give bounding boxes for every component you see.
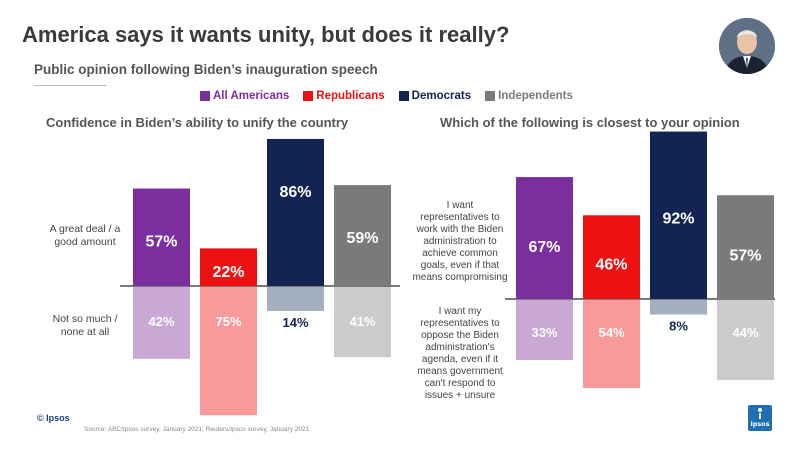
bar-upper-all-americans [516,177,573,299]
value-label-lower-republicans: 75% [215,314,241,329]
legend-item-democrats: Democrats [398,89,472,103]
logo-text: Ipsos [750,420,770,428]
value-label-lower-all-americans: 33% [531,325,557,340]
bar-upper-republicans [200,248,257,286]
logo-bar [759,413,761,419]
value-label-upper-democrats: 86% [279,184,311,201]
bar-upper-independents [334,185,391,286]
bar-upper-democrats [650,131,707,299]
value-label-upper-independents: 59% [346,230,378,247]
chart-title-unify: Confidence in Biden’s ability to unify t… [46,115,349,130]
value-label-upper-republicans: 22% [212,264,244,281]
legend-swatch [303,91,314,101]
bar-upper-republicans [583,215,640,299]
copyright-mark: © Ipsos [37,413,70,423]
legend-item-independents: Independents [485,89,573,103]
bar-upper-all-americans [133,188,190,286]
legend-item-republicans: Republicans [303,89,385,103]
bar-lower-all-americans [516,300,573,361]
legend-swatch [485,91,496,101]
value-label-lower-independents: 41% [349,314,375,329]
value-label-lower-democrats: 8% [669,319,688,334]
legend-label: All Americans [213,90,290,102]
portrait-photo [719,18,775,74]
ipsos-logo: Ipsos [748,405,772,431]
bar-lower-all-americans [133,287,190,359]
bar-upper-democrats [267,138,324,286]
chart-unify: 57% 42% 22% 75% 86% 14% 59% 41% [120,138,400,416]
logo-dot [758,408,762,412]
value-label-lower-all-americans: 42% [148,314,174,329]
legend-swatch [398,91,409,101]
value-label-upper-all-americans: 67% [528,239,560,256]
page-subtitle: Public opinion following Biden’s inaugur… [34,62,378,77]
legend-label: Democrats [411,90,472,102]
legend-item-all-americans: All Americans [200,89,289,103]
value-label-upper-independents: 57% [729,247,761,264]
subtitle-divider [34,85,107,86]
legend-label: Independents [498,90,573,102]
legend-swatch [200,91,210,101]
row-label-work-with: I want representatives to work with the … [412,200,508,283]
portrait-image [719,18,775,74]
value-label-upper-democrats: 92% [662,211,694,228]
value-label-upper-all-americans: 57% [145,234,177,251]
bar-lower-independents [334,287,391,358]
source-note: Source: ABC/Ipsos survey, January 2021; … [84,426,310,433]
bar-lower-democrats [650,300,707,315]
row-label-oppose: I want my representatives to oppose the … [417,306,503,401]
row-label-not-confident: Not so much / none at all [52,313,118,338]
bar-lower-independents [717,300,774,381]
chart-opinion: 67% 33% 46% 54% 92% 8% 57% 44% [505,131,775,388]
chart-title-opinion: Which of the following is closest to you… [440,115,740,130]
page-title: America says it wants unity, but does it… [22,22,510,47]
value-label-lower-democrats: 14% [282,315,308,330]
bar-upper-independents [717,195,774,299]
bar-lower-republicans [583,300,640,388]
value-label-lower-independents: 44% [732,325,758,340]
value-label-lower-republicans: 54% [598,325,624,340]
row-label-confident: A great deal / a good amount [49,223,121,248]
legend-label: Republicans [316,90,385,102]
value-label-upper-republicans: 46% [595,256,627,273]
bar-lower-democrats [267,287,324,311]
chart-legend: All Americans Republicans Democrats Inde… [200,89,573,103]
bar-lower-republicans [200,287,257,416]
